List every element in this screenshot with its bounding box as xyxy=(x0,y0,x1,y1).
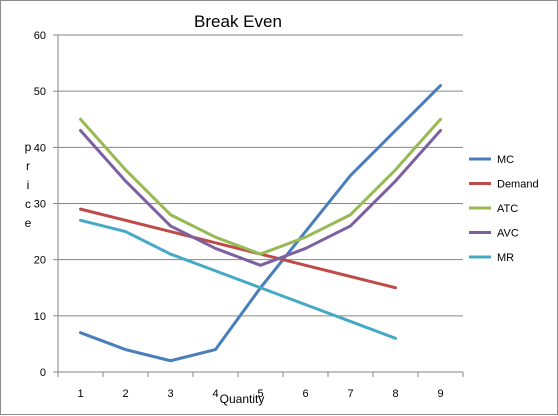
x-tick-label: 9 xyxy=(437,388,443,400)
legend-label: MC xyxy=(497,154,514,166)
y-axis-title-letter: p xyxy=(25,140,32,154)
y-axis-title-letter: r xyxy=(26,159,30,173)
y-tick-label: 40 xyxy=(34,142,46,154)
legend-label: AVC xyxy=(497,228,519,240)
series-line-demand xyxy=(79,207,397,290)
x-axis-title: Quantity xyxy=(220,392,265,406)
x-tick-labels: 1 2 3 4 5 6 7 8 9 xyxy=(77,388,443,400)
series-line-avc xyxy=(79,128,442,267)
x-tick-label: 8 xyxy=(392,388,398,400)
series-lines xyxy=(79,84,442,363)
legend: MC Demand ATC AVC MR xyxy=(469,154,539,264)
gridlines xyxy=(58,34,463,317)
legend-label: ATC xyxy=(497,203,518,215)
x-tick-label: 4 xyxy=(212,388,218,400)
legend-label: MR xyxy=(497,252,514,264)
x-tick-label: 2 xyxy=(122,388,128,400)
y-tick-label: 50 xyxy=(34,86,46,98)
x-tick-label: 7 xyxy=(347,388,353,400)
chart-title: Break Even xyxy=(194,12,282,31)
y-axis-title-letter: i xyxy=(27,178,30,192)
y-axis-title-letter: c xyxy=(25,197,31,211)
y-tick-label: 30 xyxy=(34,199,46,211)
y-axis-title-letter: e xyxy=(25,216,32,230)
y-tick-label: 0 xyxy=(40,367,46,379)
y-tick-label: 60 xyxy=(34,30,46,42)
y-tick-label: 20 xyxy=(34,255,46,267)
y-tick-label: 10 xyxy=(34,311,46,323)
series-line-mr xyxy=(79,218,397,340)
legend-label: Demand xyxy=(497,179,539,191)
x-tick-label: 6 xyxy=(302,388,308,400)
x-tick-label: 3 xyxy=(167,388,173,400)
y-tick-labels: 0 10 20 30 40 50 60 xyxy=(34,30,46,379)
x-tick-label: 1 xyxy=(77,388,83,400)
series-line-atc xyxy=(79,117,442,256)
x-tick-label: 5 xyxy=(257,388,263,400)
axes xyxy=(53,34,464,377)
